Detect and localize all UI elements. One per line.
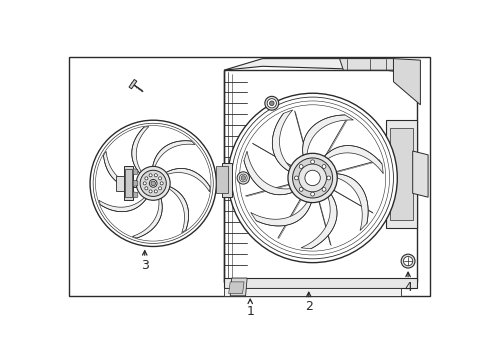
Polygon shape bbox=[116, 176, 123, 191]
Circle shape bbox=[143, 182, 146, 185]
Circle shape bbox=[287, 153, 337, 203]
Polygon shape bbox=[132, 197, 162, 238]
Polygon shape bbox=[216, 166, 227, 193]
Circle shape bbox=[239, 174, 246, 182]
Polygon shape bbox=[99, 197, 147, 212]
Text: 1: 1 bbox=[246, 305, 254, 318]
Circle shape bbox=[403, 256, 412, 266]
Polygon shape bbox=[103, 151, 138, 188]
Circle shape bbox=[400, 254, 414, 268]
Polygon shape bbox=[224, 70, 416, 282]
Polygon shape bbox=[131, 126, 149, 174]
Circle shape bbox=[299, 165, 303, 168]
Text: 3: 3 bbox=[141, 259, 148, 272]
Polygon shape bbox=[68, 57, 429, 296]
Polygon shape bbox=[125, 170, 131, 197]
Polygon shape bbox=[224, 288, 400, 296]
Circle shape bbox=[149, 180, 157, 187]
Polygon shape bbox=[412, 151, 427, 197]
Polygon shape bbox=[230, 278, 246, 296]
Circle shape bbox=[144, 187, 147, 190]
Circle shape bbox=[305, 170, 320, 186]
Polygon shape bbox=[164, 168, 210, 192]
Circle shape bbox=[149, 174, 152, 177]
Circle shape bbox=[158, 187, 161, 190]
Circle shape bbox=[151, 181, 155, 186]
Circle shape bbox=[322, 165, 325, 168]
Circle shape bbox=[136, 166, 170, 200]
Circle shape bbox=[154, 190, 157, 193]
Polygon shape bbox=[123, 166, 133, 200]
Text: 2: 2 bbox=[304, 300, 312, 313]
Polygon shape bbox=[133, 180, 138, 186]
Circle shape bbox=[241, 176, 245, 180]
Polygon shape bbox=[385, 120, 416, 228]
Circle shape bbox=[90, 120, 216, 247]
Polygon shape bbox=[272, 110, 292, 171]
Polygon shape bbox=[133, 192, 138, 198]
Polygon shape bbox=[339, 59, 396, 70]
Polygon shape bbox=[301, 194, 336, 249]
Text: 4: 4 bbox=[403, 281, 411, 294]
Polygon shape bbox=[224, 278, 416, 288]
Polygon shape bbox=[302, 115, 353, 155]
Polygon shape bbox=[336, 174, 367, 231]
Circle shape bbox=[298, 164, 326, 192]
Circle shape bbox=[310, 192, 314, 196]
Polygon shape bbox=[389, 128, 412, 220]
Polygon shape bbox=[250, 202, 311, 226]
Circle shape bbox=[322, 188, 325, 191]
Circle shape bbox=[149, 190, 152, 193]
Circle shape bbox=[227, 93, 396, 263]
Polygon shape bbox=[221, 163, 231, 197]
Circle shape bbox=[292, 158, 332, 198]
Polygon shape bbox=[228, 282, 244, 293]
Circle shape bbox=[299, 188, 303, 191]
Polygon shape bbox=[133, 169, 138, 175]
Circle shape bbox=[158, 177, 161, 180]
Circle shape bbox=[154, 174, 157, 177]
Circle shape bbox=[160, 182, 163, 185]
Polygon shape bbox=[224, 59, 416, 74]
Circle shape bbox=[144, 177, 147, 180]
Polygon shape bbox=[324, 145, 383, 174]
Polygon shape bbox=[167, 186, 188, 233]
Circle shape bbox=[326, 176, 330, 180]
Circle shape bbox=[269, 101, 274, 105]
Circle shape bbox=[310, 160, 314, 164]
Polygon shape bbox=[129, 80, 137, 89]
Circle shape bbox=[237, 172, 249, 184]
Polygon shape bbox=[152, 141, 195, 168]
Circle shape bbox=[266, 99, 276, 108]
Circle shape bbox=[140, 170, 166, 197]
Polygon shape bbox=[244, 151, 292, 195]
Polygon shape bbox=[393, 59, 420, 105]
Circle shape bbox=[264, 96, 278, 110]
Circle shape bbox=[294, 176, 298, 180]
